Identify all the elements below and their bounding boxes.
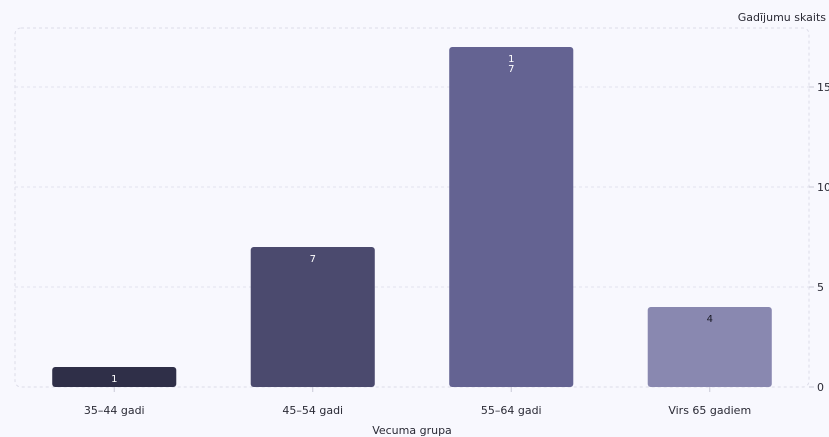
x-axis-ticks: 35–44 gadi 45–54 gadi 55–64 gadi Virs 65 ga… xyxy=(84,387,751,417)
y-tick-label: 0 xyxy=(817,381,824,394)
bar-value-label: 7 xyxy=(310,254,316,265)
grid-lines xyxy=(15,86,809,288)
plot-area xyxy=(14,27,810,388)
y-tick-label: 5 xyxy=(817,281,824,294)
bar[interactable] xyxy=(647,307,772,387)
x-tick-label: 45–54 gadi xyxy=(282,404,343,417)
bar-value-label: 4 xyxy=(707,314,713,325)
y-tick-label: 15 xyxy=(817,81,829,94)
y-axis-title: Gadījumu skaits xyxy=(738,11,827,24)
x-tick-label: 35–44 gadi xyxy=(84,404,145,417)
bar[interactable] xyxy=(52,367,177,387)
y-tick-label: 10 xyxy=(817,181,829,194)
bars: 171 74 xyxy=(52,47,772,387)
y-axis-ticks: 0 5 10 15 xyxy=(809,81,829,394)
x-axis-title: Vecuma grupa xyxy=(372,424,452,437)
x-tick-label: Virs 65 gadiem xyxy=(668,404,751,417)
x-tick-label: 55–64 gadi xyxy=(481,404,542,417)
bar[interactable] xyxy=(250,247,375,387)
bar-value-label: 1 xyxy=(111,374,117,385)
bar[interactable] xyxy=(449,47,574,387)
